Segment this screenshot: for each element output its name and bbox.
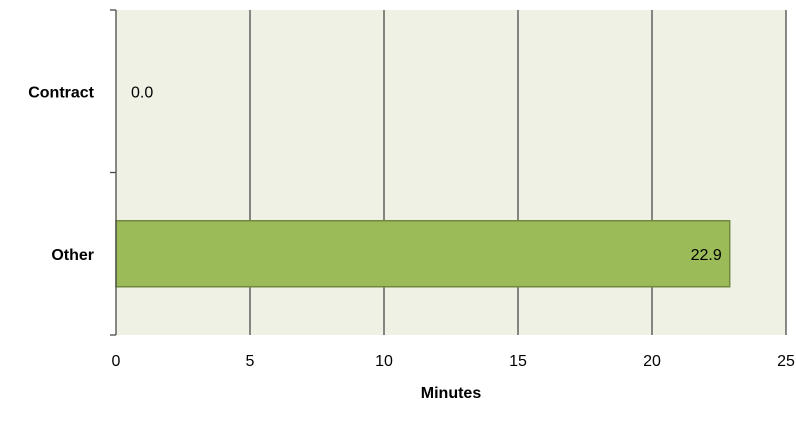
data-label-other: 22.9 (691, 247, 722, 264)
x-tick-label-25: 25 (777, 353, 795, 370)
x-axis-title: Minutes (421, 385, 482, 402)
x-tick-labels: 0 5 10 15 20 25 (112, 353, 795, 370)
category-label-contract: Contract (28, 84, 94, 101)
bars (115, 220, 731, 288)
data-label-contract: 0.0 (131, 84, 153, 101)
x-tick-label-5: 5 (246, 353, 255, 370)
category-label-other: Other (51, 247, 94, 264)
x-tick-label-20: 20 (643, 353, 661, 370)
bar-other (115, 220, 731, 288)
x-tick-label-0: 0 (112, 353, 121, 370)
y-axis-ticks (110, 9, 116, 336)
x-tick-label-15: 15 (509, 353, 527, 370)
category-labels: Contract Other (28, 84, 94, 264)
data-labels: 0.0 22.9 (131, 84, 722, 264)
x-tick-label-10: 10 (375, 353, 393, 370)
